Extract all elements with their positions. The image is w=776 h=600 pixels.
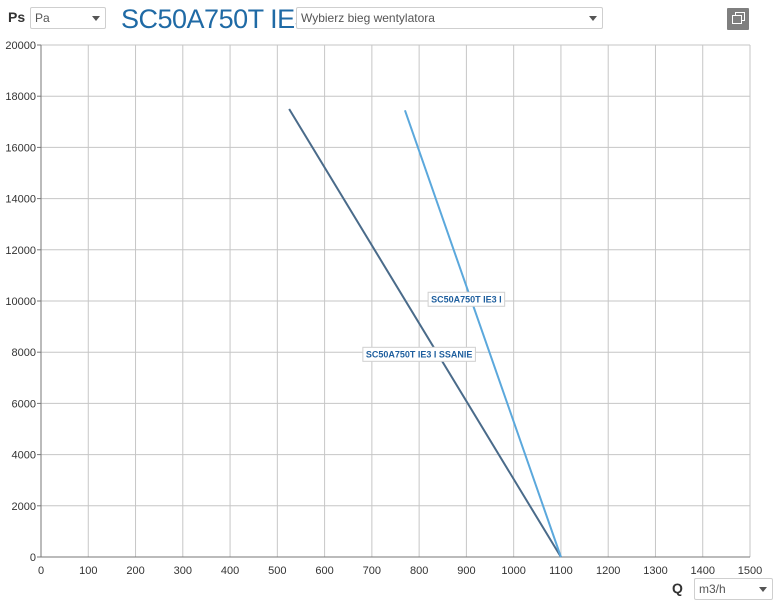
x-tick-label: 1100 — [549, 565, 573, 577]
x-tick-labels: 0 100 200 300 400 500 600 700 800 900 1000 1100 1200… — [38, 565, 762, 577]
x-tick-label: 700 — [363, 565, 381, 577]
x-tick-label: 900 — [457, 565, 475, 577]
y-tick-labels: 0 2000 4000 6000 8000 10000 12000 14000 16000 180… — [5, 40, 36, 564]
y-tick-label: 14000 — [5, 194, 36, 206]
x-tick-label: 400 — [221, 565, 239, 577]
y-tick-label: 2000 — [12, 501, 36, 513]
y-tick-label: 10000 — [5, 296, 36, 308]
y-tick-label: 12000 — [5, 245, 36, 257]
series-labels: SC50A750T IE3 I SSANIE SC50A750T IE3 I — [362, 291, 506, 362]
chevron-down-icon — [92, 16, 100, 21]
series-label-box — [427, 291, 506, 307]
y-tick-label: 0 — [30, 552, 36, 564]
pressure-unit-value: Pa — [35, 11, 50, 25]
x-tick-label: 100 — [79, 565, 97, 577]
y-tick-label: 4000 — [12, 450, 36, 462]
fan-speed-select[interactable]: Wybierz bieg wentylatora — [296, 7, 603, 29]
series-label: SC50A750T IE3 I — [431, 294, 502, 304]
pressure-unit-select[interactable]: Pa — [30, 7, 106, 29]
series-label: SC50A750T IE3 I SSANIE — [366, 349, 473, 359]
series-line-0[interactable] — [288, 108, 562, 558]
x-tick-label: 200 — [126, 565, 144, 577]
fullscreen-icon-front — [732, 15, 742, 24]
y-tick-label: 16000 — [5, 142, 36, 154]
x-tick-label: 1400 — [690, 565, 714, 577]
x-tick-label: 300 — [174, 565, 192, 577]
y-axis-symbol: Ps — [8, 9, 26, 25]
x-tick-label: 0 — [38, 565, 44, 577]
fan-speed-placeholder: Wybierz bieg wentylatora — [301, 11, 435, 25]
chevron-down-icon — [589, 16, 597, 21]
x-tick-label: 1000 — [501, 565, 525, 577]
page-title: SC50A750T IE3 — [121, 4, 310, 34]
x-tick-label: 600 — [315, 565, 333, 577]
x-tick-label: 1300 — [643, 565, 667, 577]
fullscreen-button[interactable] — [727, 8, 749, 30]
y-tick-label: 20000 — [5, 40, 36, 52]
x-tick-label: 800 — [410, 565, 428, 577]
chevron-down-icon — [759, 587, 767, 592]
series-label-box — [362, 346, 476, 362]
x-tick-label: 1200 — [596, 565, 620, 577]
series-line-1[interactable] — [404, 109, 562, 558]
flow-unit-value: m3/h — [699, 582, 726, 596]
grid-lines — [37, 44, 751, 558]
series-lines — [288, 108, 562, 558]
y-tick-label: 6000 — [12, 398, 36, 410]
x-tick-label: 1500 — [738, 565, 762, 577]
y-tick-label: 8000 — [12, 347, 36, 359]
y-tick-label: 18000 — [5, 91, 36, 103]
x-axis-symbol: Q — [672, 580, 683, 596]
flow-unit-select[interactable]: m3/h — [694, 578, 773, 600]
x-tick-label: 500 — [268, 565, 286, 577]
